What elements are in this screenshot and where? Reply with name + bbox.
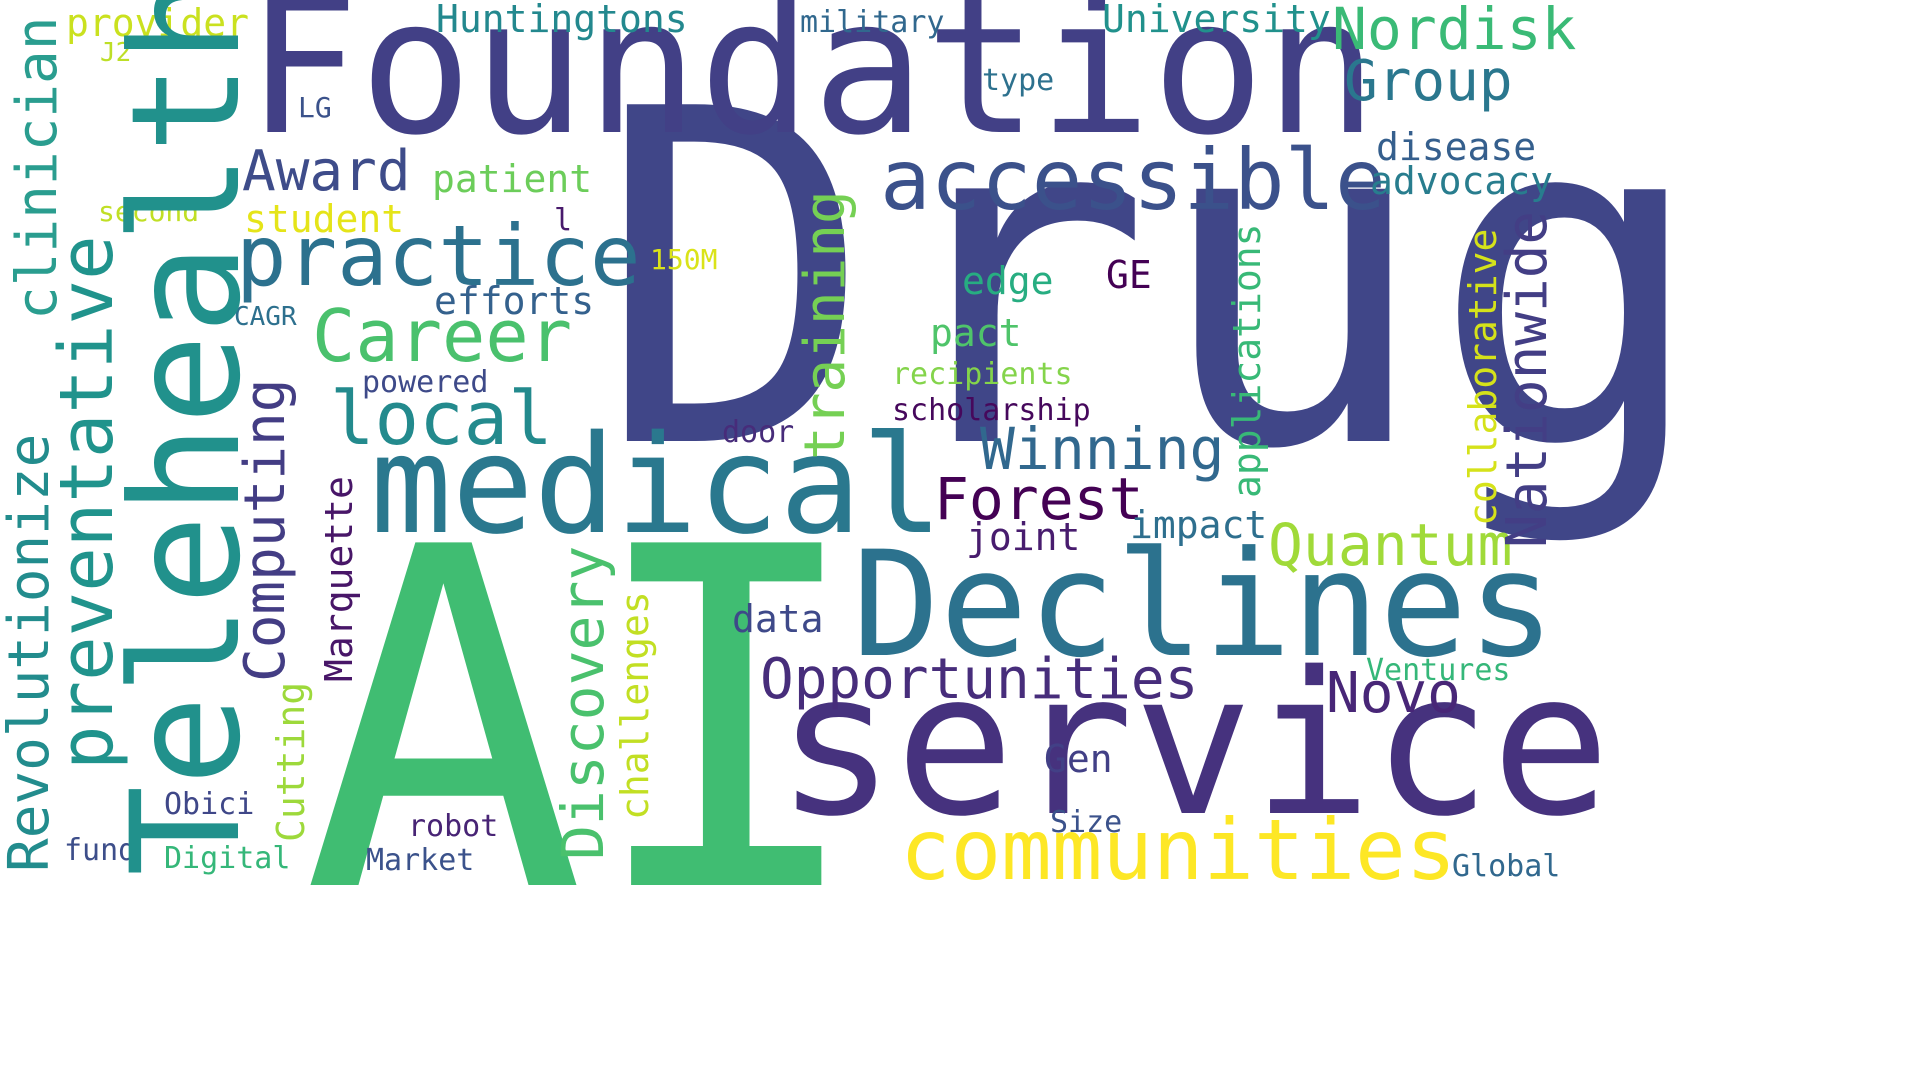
word-novo: Novo <box>1326 661 1461 726</box>
word-winning: Winning <box>980 415 1225 483</box>
word-practice: practice <box>236 207 641 305</box>
word-robot: robot <box>408 809 499 844</box>
word-powered: powered <box>362 365 489 400</box>
word-global: Global <box>1452 849 1561 884</box>
word-forest: Forest <box>934 465 1144 533</box>
word-150m: 150M <box>650 243 718 276</box>
word-computing: Computing <box>233 378 298 682</box>
word-challenges: challenges <box>613 591 657 820</box>
word-foundation: Foundation <box>246 0 1378 177</box>
word-door: door <box>722 415 795 450</box>
word-accessible: accessible <box>880 131 1386 229</box>
word-ai: AI <box>302 449 868 996</box>
word-patient: patient <box>432 157 593 201</box>
word-declines: Declines <box>852 520 1556 690</box>
word-clinician: clinician <box>5 16 70 320</box>
word-award: Award <box>242 139 411 204</box>
word-gen: Gen <box>1044 737 1113 781</box>
word-pact: pact <box>930 311 1022 355</box>
word-scholarship: scholarship <box>892 393 1091 428</box>
word-opportunities: Opportunities <box>760 647 1199 712</box>
word-communities: communities <box>900 801 1457 899</box>
word-ventures: Ventures <box>1366 653 1511 688</box>
word-training: training <box>793 190 858 460</box>
word-ge: GE <box>1106 253 1152 297</box>
word-edge: edge <box>962 259 1054 303</box>
word-disease: disease <box>1376 125 1537 169</box>
word-nationwide: Nationwide <box>1495 210 1560 548</box>
word-discovery: Discovery <box>549 545 617 860</box>
word-l: l <box>554 203 573 238</box>
word-size: Size <box>1050 805 1123 840</box>
word-huntingtons: Huntingtons <box>436 0 688 41</box>
word-cutting: Cutting <box>269 681 313 842</box>
word-data: data <box>732 597 824 641</box>
word-collaborative: collaborative <box>1461 228 1505 526</box>
word-second: second <box>98 195 200 228</box>
word-obici: Obici <box>164 787 255 822</box>
word-military: military <box>800 5 945 40</box>
word-marquette: Marquette <box>317 476 361 682</box>
word-quantum: Quantum <box>1268 511 1513 579</box>
word-student: student <box>244 197 405 241</box>
word-nordisk: Nordisk <box>1332 0 1577 63</box>
word-digital: Digital <box>164 841 291 876</box>
word-type: type <box>982 63 1055 98</box>
word-advocacy: advocacy <box>1370 159 1554 203</box>
word-efforts: efforts <box>434 279 595 323</box>
word-cagr: CAGR <box>234 302 297 332</box>
word-j2: J2 <box>100 38 132 68</box>
word-group: Group <box>1344 49 1513 114</box>
word-drug: Drug <box>596 12 1709 550</box>
word-recipients: recipients <box>892 357 1073 392</box>
word-market: Market <box>366 843 475 878</box>
word-applications: applications <box>1225 223 1269 498</box>
word-provider: provider <box>66 1 250 45</box>
word-service: service <box>776 629 1611 860</box>
word-impact: impact <box>1130 503 1268 547</box>
word-fund: fund <box>64 833 137 868</box>
word-career: Career <box>312 294 573 378</box>
word-medical: medical <box>370 407 944 565</box>
word-local: local <box>330 376 553 462</box>
word-joint: joint <box>966 515 1081 559</box>
word-university: University <box>1102 0 1331 41</box>
word-revolutionize: Revolutionize <box>0 433 62 872</box>
word-lg: LG <box>298 91 332 124</box>
